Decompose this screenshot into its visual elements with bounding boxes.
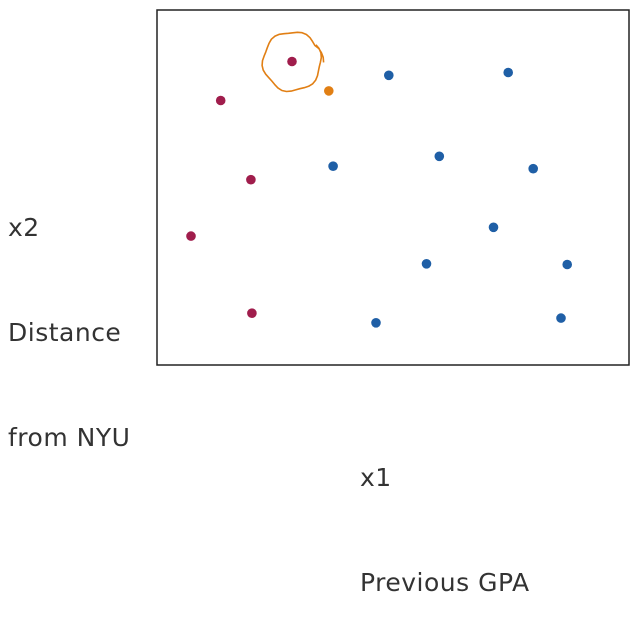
scatter-chart <box>156 9 630 366</box>
highlight-layer <box>261 31 325 93</box>
red-point-1 <box>287 56 297 67</box>
blue-point-4 <box>434 151 445 162</box>
y-axis-label-line-2: Distance <box>8 318 122 347</box>
blue-point-10 <box>556 313 566 323</box>
x-axis-label-line-2: Previous GPA <box>360 568 530 597</box>
y-axis-label-line-3: from NYU <box>8 423 131 452</box>
y-axis-label: x2 Distance from NYU <box>8 140 130 490</box>
blue-point-2 <box>503 67 513 78</box>
y-axis-label-line-1: x2 <box>8 213 40 242</box>
red-point-2 <box>215 95 226 106</box>
x-axis-label: x1 Previous GPA <box>360 390 530 635</box>
blue-point-1 <box>384 70 394 81</box>
orange-point-1 <box>324 86 334 96</box>
x-axis-label-line-1: x1 <box>360 463 392 492</box>
blue-point-3 <box>328 161 338 171</box>
plot-frame <box>156 9 630 366</box>
blue-point-7 <box>421 259 432 269</box>
red-point-4 <box>186 231 196 241</box>
points-layer <box>186 56 572 328</box>
blue-point-6 <box>488 222 499 233</box>
red-point-5 <box>247 308 257 319</box>
blue-point-8 <box>562 259 572 270</box>
blue-point-9 <box>371 318 381 328</box>
blue-point-5 <box>528 163 538 174</box>
highlight-circle <box>261 31 325 93</box>
red-point-3 <box>246 174 256 185</box>
